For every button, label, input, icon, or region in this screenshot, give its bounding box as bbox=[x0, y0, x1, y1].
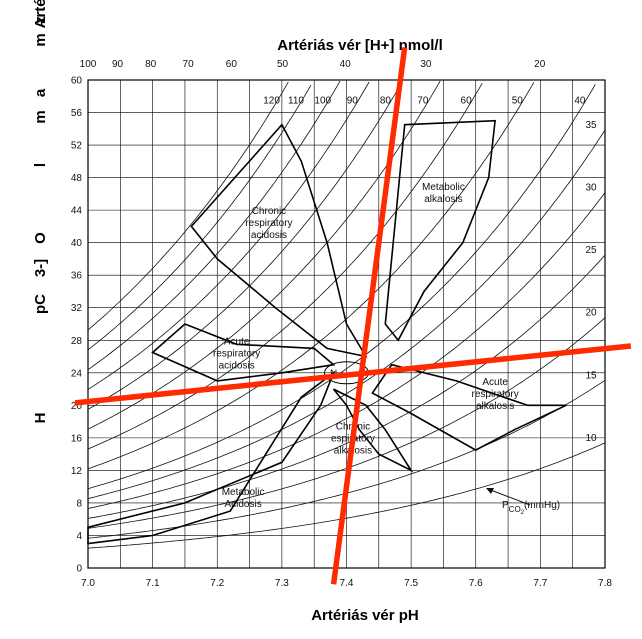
region-label: Chronic respiratory acidosis bbox=[245, 206, 292, 241]
pco2-arrow bbox=[487, 488, 531, 506]
x-tick-label: 7.0 bbox=[81, 578, 95, 589]
region-outline bbox=[384, 119, 496, 342]
isopleth-line bbox=[87, 81, 289, 331]
y-axis-label-part: pC bbox=[32, 294, 49, 314]
isopleth-line bbox=[87, 82, 535, 470]
isopleth-line bbox=[87, 84, 596, 490]
y-tick-label: 8 bbox=[76, 498, 82, 509]
y-tick-label: 40 bbox=[71, 238, 83, 249]
isopleth-label: 15 bbox=[585, 370, 597, 381]
top-tick-label: 60 bbox=[226, 59, 238, 70]
isopleth-line bbox=[87, 442, 606, 549]
region-outline bbox=[371, 363, 567, 452]
acid-base-regions: Chronic respiratory acidosis Metabolic alkal… bbox=[87, 119, 567, 545]
y-axis-label-part: a bbox=[32, 88, 49, 97]
isopleth-line bbox=[87, 80, 341, 371]
region-label: Acute respiratory alkalosis bbox=[472, 377, 519, 412]
y-tick-label: 0 bbox=[76, 564, 82, 575]
y-tick-label: 48 bbox=[71, 173, 83, 184]
chart-title: Artériás vér [H+] nmol/l bbox=[277, 37, 442, 54]
pco2-key-label: PCO2(mmHg) bbox=[502, 500, 560, 516]
x-tick-label: 7.7 bbox=[533, 578, 547, 589]
isopleth-line bbox=[87, 81, 370, 390]
x-tick-label: 7.5 bbox=[404, 578, 418, 589]
top-tick-label: 40 bbox=[340, 59, 352, 70]
y-axis-label-part: O bbox=[32, 232, 49, 244]
isopleth-label: 80 bbox=[380, 95, 392, 106]
isopleth-label: 30 bbox=[585, 183, 597, 194]
region-label: Metabolic Acidosis bbox=[222, 487, 265, 510]
y-tick-label: 32 bbox=[71, 303, 83, 314]
isopleth-label: 60 bbox=[461, 95, 473, 106]
y-tick-label: 4 bbox=[76, 531, 82, 542]
y-tick-label: 24 bbox=[71, 368, 83, 379]
region-outline bbox=[87, 370, 336, 545]
isopleth-line bbox=[87, 80, 441, 430]
x-tick-label: 7.2 bbox=[210, 578, 224, 589]
y-axis-label-part: H bbox=[32, 413, 49, 424]
isopleth-label: 35 bbox=[585, 120, 597, 131]
y-axis-label-part: m bbox=[32, 33, 49, 46]
y-tick-label: 56 bbox=[71, 108, 83, 119]
top-tick-label: 70 bbox=[183, 59, 195, 70]
isopleth-line bbox=[87, 83, 483, 450]
x-axis-label: Artériás vér pH bbox=[311, 607, 419, 624]
axes: 7.0 7.1 7.2 7.3 7.4 7.5 7.6 7.7 7.80481216202428… bbox=[71, 59, 613, 589]
y-tick-label: 12 bbox=[71, 466, 83, 477]
x-tick-label: 7.6 bbox=[469, 578, 483, 589]
isopleth-label: 40 bbox=[574, 95, 586, 106]
isopleth-line bbox=[87, 192, 606, 509]
top-tick-label: 80 bbox=[145, 59, 157, 70]
isopleth-label: 90 bbox=[347, 95, 359, 106]
y-axis-label-part: m bbox=[32, 110, 49, 123]
isopleth-label: 50 bbox=[512, 95, 524, 106]
y-axis-label-part: z bbox=[32, 16, 49, 24]
y-axis-label-part: l bbox=[32, 163, 49, 167]
isopleth-label: 120 bbox=[263, 95, 280, 106]
top-tick-label: 50 bbox=[277, 59, 289, 70]
region-outline bbox=[190, 123, 368, 358]
region-outline bbox=[332, 388, 414, 473]
isopleth-line bbox=[87, 83, 402, 410]
y-tick-label: 36 bbox=[71, 271, 83, 282]
y-axis-label: m z m a l OpC 3-] H Artériás bbox=[32, 0, 49, 423]
x-tick-label: 7.1 bbox=[146, 578, 160, 589]
isopleth-label: 70 bbox=[417, 95, 429, 106]
isopleth-label: 100 bbox=[314, 95, 331, 106]
isopleth-label: 10 bbox=[585, 433, 597, 444]
x-tick-label: 7.4 bbox=[340, 578, 354, 589]
red-guide-line bbox=[74, 343, 632, 406]
region-label: Metabolic alkalosis bbox=[422, 182, 465, 205]
x-tick-label: 7.8 bbox=[598, 578, 612, 589]
y-tick-label: 52 bbox=[71, 141, 83, 152]
x-tick-label: 7.3 bbox=[275, 578, 289, 589]
isopleth-line bbox=[87, 254, 606, 519]
y-tick-label: 20 bbox=[71, 401, 83, 412]
y-tick-label: 60 bbox=[71, 76, 83, 87]
top-tick-label: 20 bbox=[534, 59, 546, 70]
y-tick-label: 44 bbox=[71, 206, 83, 217]
top-tick-label: 100 bbox=[80, 59, 97, 70]
top-tick-label: 30 bbox=[420, 59, 432, 70]
y-tick-label: 28 bbox=[71, 336, 83, 347]
red-annotation-lines bbox=[74, 47, 632, 585]
chart-labels: Artériás vér [H+] nmol/l Artériás vér pH bbox=[277, 37, 442, 624]
region-label: Acute respiratory acidosis bbox=[213, 336, 260, 371]
isopleth-line bbox=[87, 84, 312, 351]
isopleth-label: 25 bbox=[585, 245, 597, 256]
isopleth-line bbox=[87, 129, 606, 499]
y-tick-label: 16 bbox=[71, 433, 83, 444]
region-outline bbox=[151, 323, 336, 382]
isopleth-label: 110 bbox=[288, 95, 304, 106]
top-tick-label: 90 bbox=[112, 59, 124, 70]
pco2-arrowhead bbox=[486, 488, 494, 494]
plot-frame bbox=[87, 79, 606, 569]
y-axis-label-part: 3-] bbox=[32, 259, 49, 277]
y-axis-label-part: Artériás bbox=[32, 0, 49, 28]
isopleth-label: 20 bbox=[585, 308, 597, 319]
red-guide-line bbox=[330, 47, 408, 585]
